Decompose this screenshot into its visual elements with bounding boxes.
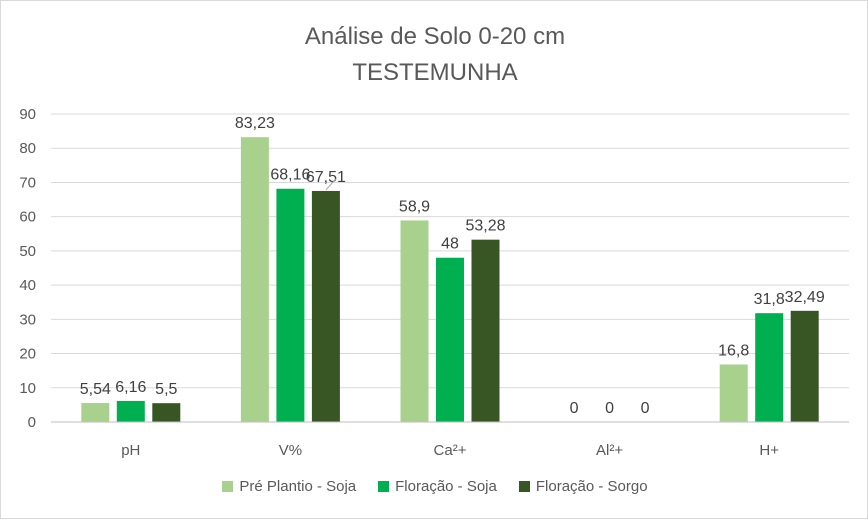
data-label: 16,8 <box>718 343 749 360</box>
data-label: 31,8 <box>754 291 785 308</box>
bar <box>240 137 269 422</box>
data-label: 58,9 <box>399 198 430 215</box>
bar <box>471 239 500 422</box>
data-label: 0 <box>570 400 579 417</box>
bar <box>116 400 145 422</box>
data-label: 5,54 <box>80 381 111 398</box>
data-label: 5,5 <box>155 381 177 398</box>
legend-swatch <box>222 481 234 492</box>
y-tick-label: 70 <box>19 174 36 191</box>
data-label: 48 <box>441 236 459 253</box>
chart-title: Análise de Solo 0-20 cm <box>304 23 566 50</box>
bar <box>81 403 110 422</box>
legend-item-floracao-sorgo: Floração - Sorgo <box>518 478 648 495</box>
data-label: 0 <box>605 400 614 417</box>
data-label: 68,16 <box>270 167 310 184</box>
bar <box>276 188 305 422</box>
bar <box>790 310 819 422</box>
y-tick-label: 50 <box>19 243 36 260</box>
y-tick-label: 20 <box>19 346 36 363</box>
data-label: 6,16 <box>115 379 146 396</box>
legend-swatch <box>518 481 530 492</box>
x-tick-label: H+ <box>759 442 779 459</box>
legend-item-floracao-soja: Floração - Soja <box>378 478 497 495</box>
x-tick-label: pH <box>121 442 140 459</box>
data-label: 67,51 <box>306 169 346 186</box>
data-label: 0 <box>641 400 650 417</box>
legend-label: Floração - Soja <box>395 478 497 495</box>
legend: Pré Plantio - Soja Floração - Soja Flora… <box>1 478 868 495</box>
chart-subtitle: TESTEMUNHA <box>352 59 518 86</box>
data-label: 83,23 <box>235 115 275 132</box>
bar <box>311 190 340 422</box>
bar <box>719 364 748 422</box>
x-tick-label: Ca²+ <box>434 442 467 459</box>
x-tick-label: Al²+ <box>596 442 623 459</box>
bar <box>436 257 464 422</box>
legend-swatch <box>378 481 390 492</box>
legend-label: Floração - Sorgo <box>535 478 648 495</box>
y-tick-label: 90 <box>19 106 36 123</box>
y-tick-label: 0 <box>28 414 36 431</box>
y-tick-label: 40 <box>19 277 36 294</box>
y-tick-label: 60 <box>19 209 36 226</box>
data-label: 53,28 <box>465 218 505 235</box>
legend-label: Pré Plantio - Soja <box>239 478 357 495</box>
data-label: 32,49 <box>785 289 825 306</box>
bar <box>152 403 181 422</box>
y-tick-label: 30 <box>19 311 36 328</box>
y-tick-label: 10 <box>19 380 36 397</box>
x-tick-label: V% <box>279 442 302 459</box>
leader-line <box>325 178 337 191</box>
bar <box>400 220 429 422</box>
legend-item-pre-plantio-soja: Pré Plantio - Soja <box>222 478 356 495</box>
y-tick-label: 80 <box>19 140 36 157</box>
bar <box>755 313 784 422</box>
